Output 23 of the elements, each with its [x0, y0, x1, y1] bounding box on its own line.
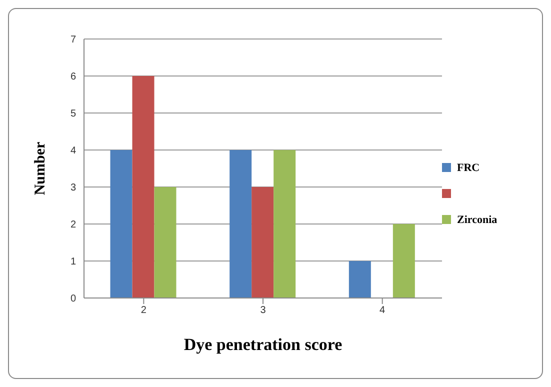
x-tick-label: 3 [260, 305, 266, 316]
bar [274, 150, 296, 298]
legend-label: FRC [457, 162, 480, 174]
y-tick-label: 1 [70, 256, 76, 268]
x-axis-title: Dye penetration score [184, 335, 343, 354]
x-tick-label: 4 [380, 305, 386, 316]
bar [132, 76, 154, 298]
y-axis-title: Number [32, 141, 48, 196]
y-tick-label: 7 [70, 34, 76, 46]
bar [392, 224, 415, 298]
bar [154, 187, 176, 298]
legend-label: Zirconia [457, 214, 498, 226]
bar [252, 187, 274, 298]
bar [348, 261, 371, 298]
y-tick-label: 4 [70, 146, 76, 157]
y-tick-label: 6 [70, 72, 76, 83]
x-tick-label: 2 [140, 305, 147, 316]
y-tick-label: 3 [70, 182, 76, 194]
y-tick-label: 0 [70, 294, 76, 305]
y-tick-label: 5 [70, 108, 76, 120]
bar [110, 150, 132, 298]
y-tick-label: 2 [70, 220, 76, 231]
bar [230, 150, 252, 298]
